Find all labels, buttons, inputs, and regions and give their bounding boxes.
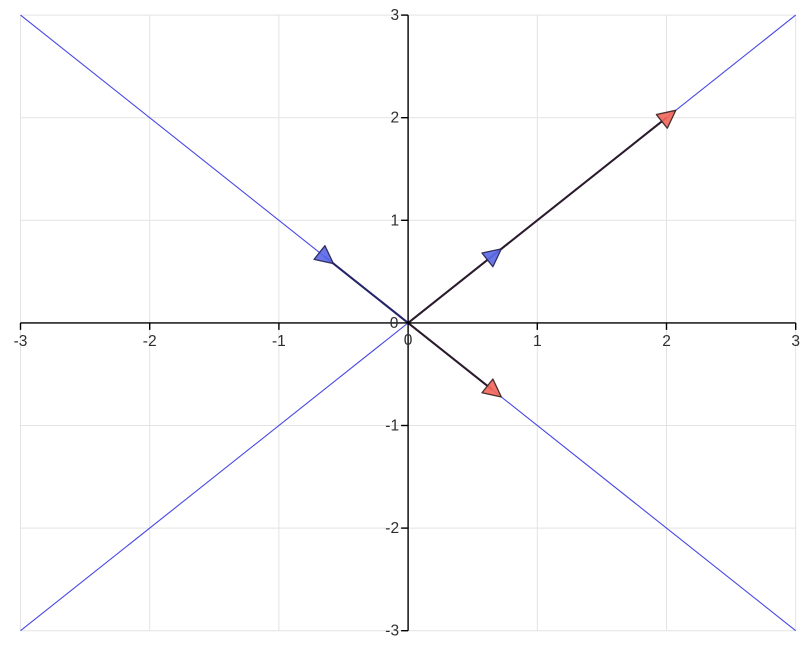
svg-text:2: 2	[662, 333, 671, 350]
svg-text:-3: -3	[14, 333, 28, 350]
svg-text:3: 3	[791, 333, 800, 350]
svg-text:-1: -1	[272, 333, 286, 350]
svg-text:1: 1	[390, 212, 399, 229]
svg-text:0: 0	[390, 315, 399, 332]
svg-text:-3: -3	[385, 623, 399, 640]
svg-text:-2: -2	[143, 333, 157, 350]
svg-text:-2: -2	[385, 520, 399, 537]
svg-text:3: 3	[390, 7, 399, 24]
svg-text:0: 0	[404, 332, 413, 349]
svg-text:2: 2	[390, 110, 399, 127]
svg-text:1: 1	[533, 333, 542, 350]
svg-text:-1: -1	[385, 418, 399, 435]
